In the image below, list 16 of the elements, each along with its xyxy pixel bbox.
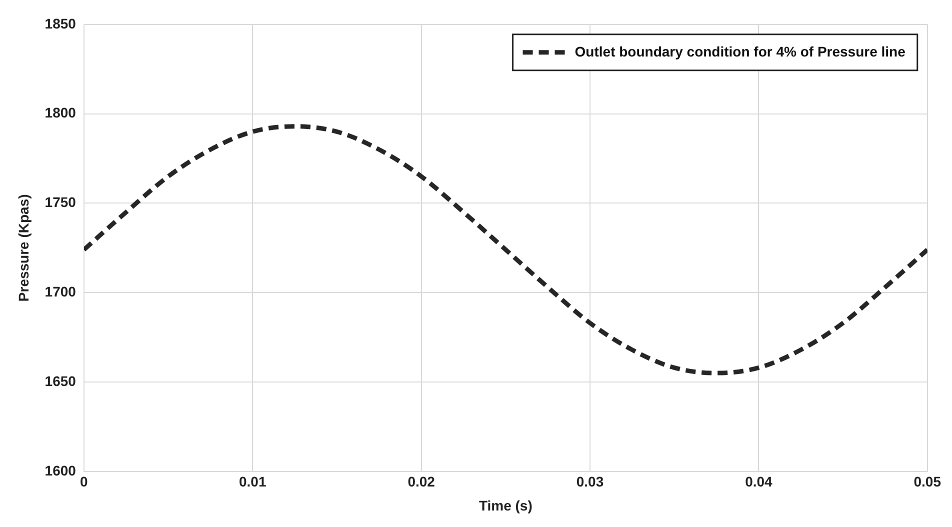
x-tick-label: 0.04 xyxy=(745,474,773,490)
y-tick-label: 1800 xyxy=(44,104,76,121)
y-tick-label: 1750 xyxy=(44,194,76,210)
y-axis-title: Pressure (Kpas) xyxy=(15,194,32,302)
x-tick-label: 0.05 xyxy=(914,474,942,490)
y-tick-label: 1700 xyxy=(44,283,76,300)
x-tick-label: 0 xyxy=(80,474,88,490)
x-tick-label: 0.03 xyxy=(576,474,604,490)
line-series xyxy=(84,124,928,376)
x-tick-label: 0.01 xyxy=(239,474,266,490)
x-tick-label: 0.02 xyxy=(408,474,436,490)
y-tick-label: 1600 xyxy=(44,462,76,478)
y-tick-label: 1850 xyxy=(44,15,76,32)
x-axis-title: Time (s) xyxy=(478,497,532,514)
legend-label: Outlet boundary condition for 4% of Pressure line xyxy=(574,43,906,60)
y-tick-label: 1650 xyxy=(44,372,76,389)
